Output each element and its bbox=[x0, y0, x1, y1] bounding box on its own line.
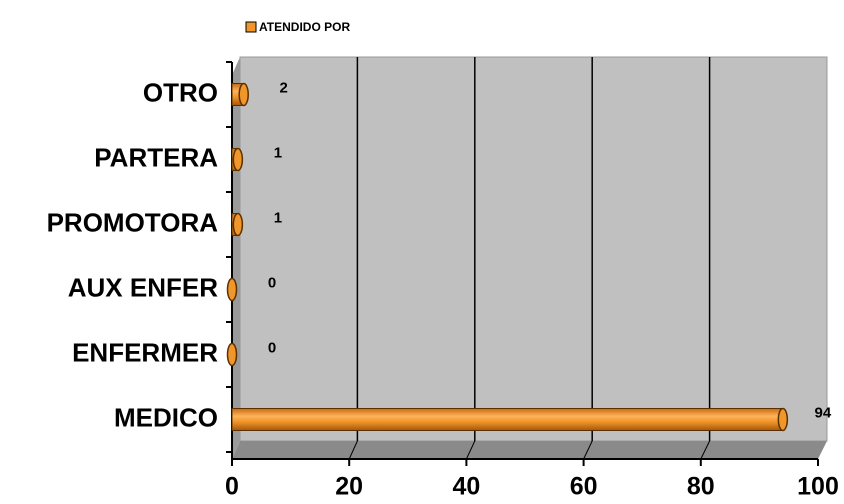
legend-swatch bbox=[245, 21, 257, 33]
grid-line-floor bbox=[700, 440, 711, 460]
grid-line-floor bbox=[348, 440, 358, 460]
grid-line-floor bbox=[465, 440, 476, 460]
data-label: 1 bbox=[274, 209, 282, 226]
plot-side-wall bbox=[232, 57, 240, 459]
data-label: 94 bbox=[814, 404, 831, 421]
plot-floor bbox=[232, 441, 827, 459]
bar-cap bbox=[232, 147, 244, 172]
bar-cap bbox=[232, 212, 244, 237]
x-tick-label: 0 bbox=[225, 473, 239, 501]
grid-line-floor bbox=[583, 440, 593, 460]
plot-back-wall bbox=[239, 56, 828, 442]
y-tick-label: PARTERA bbox=[94, 142, 218, 172]
y-tick-label: OTRO bbox=[143, 77, 218, 107]
bar-cap bbox=[238, 82, 249, 107]
bar bbox=[231, 408, 784, 431]
x-tick-label: 40 bbox=[452, 473, 480, 501]
bar-cap bbox=[226, 277, 238, 302]
x-tick-label: 100 bbox=[797, 473, 839, 501]
y-tick-label: ENFERMER bbox=[72, 337, 218, 367]
y-tick-label: MEDICO bbox=[114, 402, 218, 432]
data-label: 1 bbox=[274, 144, 282, 161]
x-tick-label: 60 bbox=[570, 473, 598, 501]
bar-cap bbox=[777, 407, 789, 432]
y-tick-label: AUX ENFER bbox=[68, 272, 218, 302]
data-label: 2 bbox=[280, 79, 288, 96]
legend-label: ATENDIDO POR bbox=[259, 20, 350, 34]
data-label: 0 bbox=[268, 339, 276, 356]
x-tick-label: 80 bbox=[687, 473, 715, 501]
y-tick-label: PROMOTORA bbox=[47, 207, 219, 237]
data-label: 0 bbox=[268, 274, 276, 291]
bar-cap bbox=[226, 342, 238, 367]
x-tick-label: 20 bbox=[335, 473, 363, 501]
